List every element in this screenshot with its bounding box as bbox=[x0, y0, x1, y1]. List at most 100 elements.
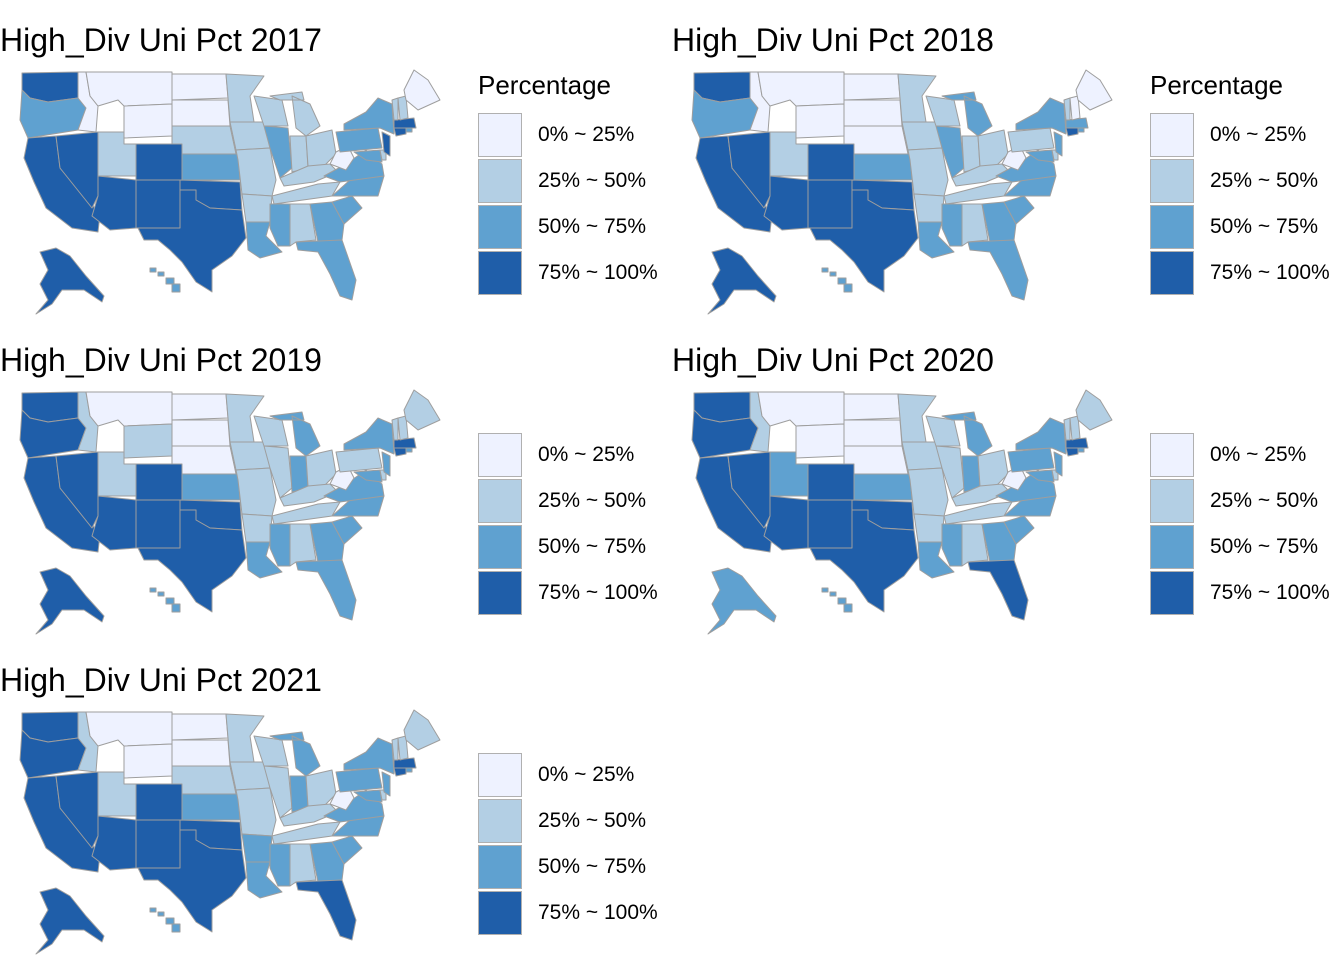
legend-key bbox=[1150, 113, 1194, 157]
state-mo bbox=[235, 787, 277, 837]
legend-key bbox=[1150, 433, 1194, 477]
legend-label: 50% ~ 75% bbox=[1210, 215, 1318, 238]
state-ut bbox=[97, 451, 137, 497]
state-mo bbox=[907, 147, 949, 197]
state-mi bbox=[941, 91, 993, 137]
state-nv bbox=[727, 451, 771, 529]
state-il bbox=[935, 125, 965, 179]
state-mn bbox=[225, 393, 265, 443]
state-tn bbox=[271, 181, 341, 205]
state-me bbox=[403, 389, 441, 431]
panel-title: High_Div Uni Pct 2020 bbox=[672, 342, 994, 378]
state-oh bbox=[305, 769, 337, 807]
state-wy bbox=[795, 423, 845, 459]
legend-title: Percentage bbox=[1150, 70, 1283, 100]
state-nc bbox=[1003, 495, 1057, 517]
state-pa bbox=[335, 127, 383, 153]
state-sc bbox=[331, 515, 363, 545]
state-ar bbox=[241, 193, 273, 223]
state-co bbox=[807, 463, 855, 501]
legend-label: 0% ~ 25% bbox=[538, 123, 635, 146]
state-oh bbox=[977, 129, 1009, 167]
state-ak bbox=[707, 567, 777, 635]
state-nc bbox=[1003, 175, 1057, 197]
state-nc bbox=[331, 495, 385, 517]
state-nd bbox=[843, 393, 901, 421]
state-ne bbox=[171, 125, 237, 155]
map-panel-2020: High_Div Uni Pct 2020 0% ~ 25% 25% ~ 50% 5… bbox=[672, 320, 1344, 640]
state-in bbox=[961, 135, 981, 173]
state-mo bbox=[235, 467, 277, 517]
state-mt bbox=[757, 71, 845, 107]
state-nv bbox=[55, 131, 99, 209]
state-sd bbox=[843, 99, 903, 127]
state-al bbox=[289, 523, 317, 567]
state-ny bbox=[343, 97, 395, 135]
state-ak bbox=[707, 247, 777, 315]
legend-key bbox=[1150, 159, 1194, 203]
state-ga bbox=[309, 841, 345, 883]
state-tx bbox=[809, 189, 919, 293]
state-al bbox=[961, 203, 989, 247]
state-hi bbox=[149, 907, 181, 933]
state-nc bbox=[331, 815, 385, 837]
state-mt bbox=[757, 391, 845, 427]
legend-label: 75% ~ 100% bbox=[1210, 581, 1330, 604]
legend-label: 75% ~ 100% bbox=[1210, 261, 1330, 284]
state-me bbox=[403, 709, 441, 751]
legend-key bbox=[478, 159, 522, 203]
legend-label: 0% ~ 25% bbox=[538, 763, 635, 786]
state-me bbox=[1075, 389, 1113, 431]
legend-key bbox=[478, 891, 522, 935]
legend-label: 0% ~ 25% bbox=[538, 443, 635, 466]
legend-label: 25% ~ 50% bbox=[538, 169, 646, 192]
state-md bbox=[353, 149, 383, 163]
legend-key bbox=[478, 571, 522, 615]
state-sc bbox=[331, 835, 363, 865]
panel-title: High_Div Uni Pct 2017 bbox=[0, 22, 322, 58]
map-panel-2018: High_Div Uni Pct 2018 Percentage 0% ~ 25%… bbox=[672, 0, 1344, 320]
state-nm bbox=[135, 499, 181, 549]
state-pa bbox=[1007, 127, 1055, 153]
legend-label: 75% ~ 100% bbox=[538, 901, 658, 924]
state-nj bbox=[1053, 451, 1063, 477]
legend-key bbox=[478, 479, 522, 523]
state-sd bbox=[171, 739, 231, 767]
state-ak bbox=[35, 887, 105, 955]
legend-label: 0% ~ 25% bbox=[1210, 443, 1307, 466]
state-fl bbox=[967, 559, 1029, 621]
state-fl bbox=[295, 559, 357, 621]
state-mo bbox=[235, 147, 277, 197]
state-al bbox=[289, 843, 317, 887]
state-sd bbox=[171, 99, 231, 127]
state-mt bbox=[85, 71, 173, 107]
state-oh bbox=[977, 449, 1009, 487]
map-panel-2017: High_Div Uni Pct 2017 Percentage 0% ~ 25%… bbox=[0, 0, 672, 320]
state-ks bbox=[181, 153, 241, 181]
state-vt bbox=[391, 97, 399, 121]
state-wa bbox=[21, 391, 79, 423]
state-wa bbox=[693, 391, 751, 423]
state-nh bbox=[397, 415, 409, 441]
state-nh bbox=[1069, 95, 1081, 121]
legend-label: 75% ~ 100% bbox=[538, 261, 658, 284]
state-ne bbox=[171, 445, 237, 475]
state-md bbox=[1025, 469, 1055, 483]
state-vt bbox=[391, 417, 399, 441]
state-pa bbox=[1007, 447, 1055, 473]
state-mn bbox=[897, 393, 937, 443]
state-me bbox=[1075, 69, 1113, 111]
state-il bbox=[263, 125, 293, 179]
legend-title: Percentage bbox=[478, 70, 611, 100]
legend-key bbox=[478, 799, 522, 843]
legend-key bbox=[1150, 205, 1194, 249]
state-ks bbox=[181, 473, 241, 501]
state-mn bbox=[225, 73, 265, 123]
state-wv bbox=[329, 785, 355, 811]
state-nc bbox=[331, 175, 385, 197]
state-me bbox=[403, 69, 441, 111]
legend-label: 25% ~ 50% bbox=[1210, 169, 1318, 192]
state-tx bbox=[809, 509, 919, 613]
legend-label: 25% ~ 50% bbox=[1210, 489, 1318, 512]
state-nh bbox=[397, 735, 409, 761]
